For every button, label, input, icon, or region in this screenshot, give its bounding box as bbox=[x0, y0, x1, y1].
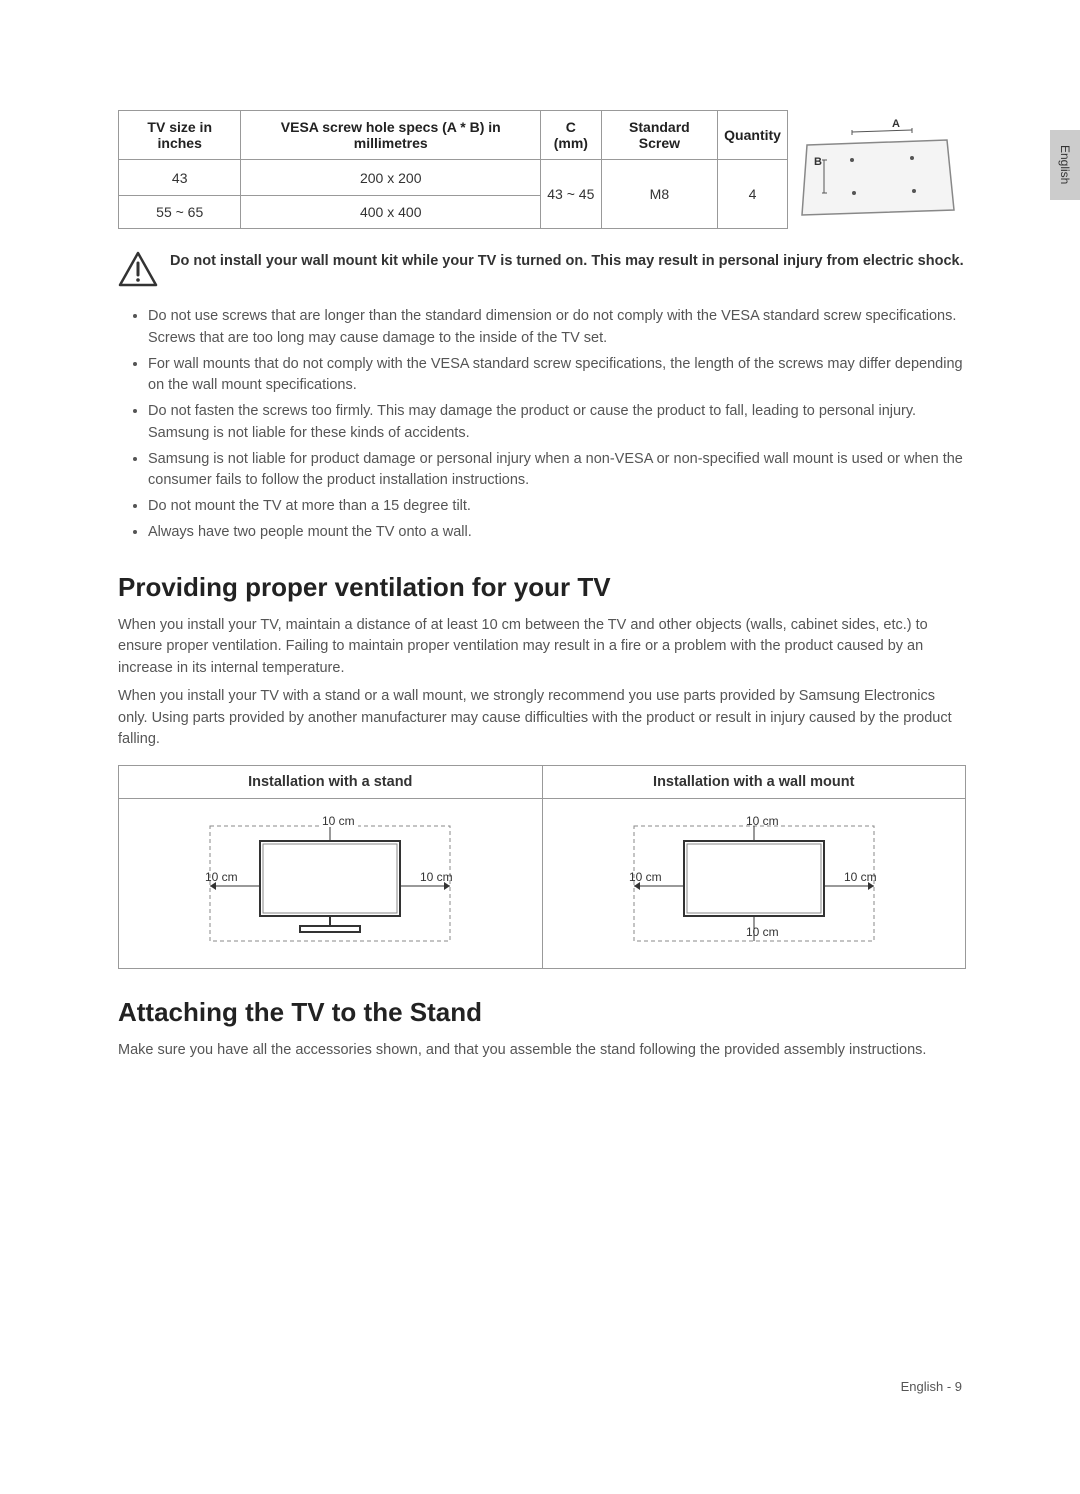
specs-table: TV size in inches VESA screw hole specs … bbox=[118, 110, 966, 229]
cell-c-mm: 43 ~ 45 bbox=[541, 160, 602, 229]
header-c-mm: C (mm) bbox=[541, 111, 602, 160]
list-item: Do not mount the TV at more than a 15 de… bbox=[148, 496, 966, 518]
header-wall: Installation with a wall mount bbox=[542, 766, 966, 799]
tv-back-diagram: A B bbox=[792, 115, 962, 225]
cell-vesa-400: 400 x 400 bbox=[241, 196, 541, 229]
installation-table: Installation with a stand Installation w… bbox=[118, 765, 966, 969]
warning-icon bbox=[118, 251, 158, 292]
cell-vesa-200: 200 x 200 bbox=[241, 160, 541, 196]
language-tab: English bbox=[1050, 130, 1080, 200]
list-item: Always have two people mount the TV onto… bbox=[148, 522, 966, 544]
header-screw: Standard Screw bbox=[601, 111, 718, 160]
svg-text:10 cm: 10 cm bbox=[746, 925, 779, 939]
ventilation-p1: When you install your TV, maintain a dis… bbox=[118, 615, 966, 680]
wall-diagram: 10 cm 10 cm 10 cm 10 cm bbox=[604, 811, 904, 951]
cell-size-43: 43 bbox=[119, 160, 241, 196]
svg-text:10 cm: 10 cm bbox=[205, 870, 238, 884]
language-tab-label: English bbox=[1058, 145, 1072, 184]
table-header-row: TV size in inches VESA screw hole specs … bbox=[119, 111, 967, 160]
list-item: Samsung is not liable for product damage… bbox=[148, 449, 966, 493]
svg-text:10 cm: 10 cm bbox=[629, 870, 662, 884]
svg-text:10 cm: 10 cm bbox=[746, 814, 779, 828]
svg-text:10 cm: 10 cm bbox=[844, 870, 877, 884]
tv-diagram-cell: A B bbox=[787, 111, 966, 229]
header-vesa: VESA screw hole specs (A * B) in millime… bbox=[241, 111, 541, 160]
list-item: Do not fasten the screws too firmly. Thi… bbox=[148, 401, 966, 445]
svg-text:A: A bbox=[892, 118, 900, 130]
list-item: For wall mounts that do not comply with … bbox=[148, 354, 966, 398]
stand-p1: Make sure you have all the accessories s… bbox=[118, 1040, 966, 1062]
table-header-row: Installation with a stand Installation w… bbox=[119, 766, 966, 799]
list-item: Do not use screws that are longer than t… bbox=[148, 306, 966, 350]
caution-list: Do not use screws that are longer than t… bbox=[118, 306, 966, 544]
ventilation-heading: Providing proper ventilation for your TV bbox=[118, 572, 966, 603]
header-qty: Quantity bbox=[718, 111, 788, 160]
cell-screw: M8 bbox=[601, 160, 718, 229]
cell-size-55: 55 ~ 65 bbox=[119, 196, 241, 229]
header-tv-size: TV size in inches bbox=[119, 111, 241, 160]
cell-qty: 4 bbox=[718, 160, 788, 229]
page-content: TV size in inches VESA screw hole specs … bbox=[118, 110, 966, 1068]
stand-diagram: 10 cm 10 cm 10 cm bbox=[180, 811, 480, 951]
page-footer: English - 9 bbox=[901, 1379, 962, 1394]
svg-text:B: B bbox=[814, 156, 822, 168]
ventilation-p2: When you install your TV with a stand or… bbox=[118, 686, 966, 751]
warning-text: Do not install your wall mount kit while… bbox=[170, 251, 964, 292]
svg-text:10 cm: 10 cm bbox=[420, 870, 453, 884]
stand-heading: Attaching the TV to the Stand bbox=[118, 997, 966, 1028]
wall-diagram-cell: 10 cm 10 cm 10 cm 10 cm bbox=[542, 799, 966, 969]
header-stand: Installation with a stand bbox=[119, 766, 543, 799]
stand-diagram-cell: 10 cm 10 cm 10 cm bbox=[119, 799, 543, 969]
table-row: 10 cm 10 cm 10 cm bbox=[119, 799, 966, 969]
svg-text:10 cm: 10 cm bbox=[322, 814, 355, 828]
warning-block: Do not install your wall mount kit while… bbox=[118, 251, 966, 292]
